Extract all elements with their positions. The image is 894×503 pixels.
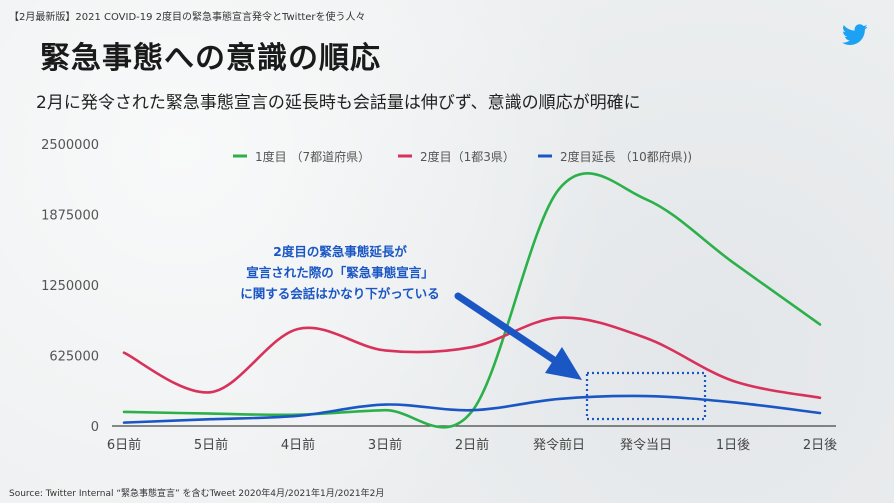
y-tick-label: 625000 xyxy=(49,350,99,365)
series-group xyxy=(122,172,822,429)
x-tick-label: 2日前 xyxy=(455,437,489,453)
page-subtitle: 2月に発令された緊急事態宣言の延長時も会話量は伸びず、意識の順応が明確に xyxy=(36,93,641,113)
legend-label: 1度目 （7都道府県） xyxy=(255,149,370,164)
x-tick-label: 5日前 xyxy=(194,437,228,453)
annotation-text: 宣言された際の「緊急事態宣言」 xyxy=(246,265,434,280)
annotation: 2度目の緊急事態延長が宣言された際の「緊急事態宣言」に関する会話はかなり下がって… xyxy=(240,244,707,421)
legend-label: 2度目延長 （10都府県)) xyxy=(560,149,692,164)
x-tick-label: 2日後 xyxy=(803,438,837,453)
legend-label: 2度目（1都3県） xyxy=(420,149,515,164)
series-line-1 xyxy=(122,172,822,429)
x-tick-label: 1日後 xyxy=(716,438,750,453)
annotation-highlight-box xyxy=(585,371,707,421)
x-tick-label: 4日前 xyxy=(281,437,315,453)
y-axis: 0 625000 1250000 1875000 2500000 xyxy=(41,138,99,435)
x-tick-label: 発令当日 xyxy=(620,438,672,453)
source-note: Source: Twitter Internal “緊急事態宣言” を含むTwe… xyxy=(9,489,385,499)
twitter-bird-icon xyxy=(842,24,868,45)
y-tick-label: 1250000 xyxy=(41,279,99,294)
report-tag: 【2月最新版】2021 COVID-19 2度目の緊急事態宣言発令とTwitte… xyxy=(9,12,366,23)
x-tick-label: 6日前 xyxy=(107,437,141,453)
y-tick-label: 2500000 xyxy=(41,138,99,153)
x-tick-label: 3日前 xyxy=(368,437,402,453)
y-tick-label: 1875000 xyxy=(41,209,99,224)
annotation-arrow-head xyxy=(545,347,582,380)
annotation-text: 2度目の緊急事態延長が xyxy=(273,244,407,259)
series-line-3 xyxy=(122,394,822,424)
y-tick-label: 0 xyxy=(91,420,99,435)
legend: 1度目 （7都道府県） 2度目（1都3県） 2度目延長 （10都府県)) xyxy=(233,149,692,164)
x-tick-label: 発令前日 xyxy=(533,437,585,453)
x-axis: 6日前 5日前 4日前 3日前 2日前 発令前日 発令当日 1日後 2日後 xyxy=(107,437,837,453)
page-title: 緊急事態への意識の順応 xyxy=(40,41,381,76)
series-line-2 xyxy=(122,316,822,400)
annotation-text: に関する会話はかなり下がっている xyxy=(240,286,439,301)
annotation-arrow-shaft xyxy=(454,292,558,364)
